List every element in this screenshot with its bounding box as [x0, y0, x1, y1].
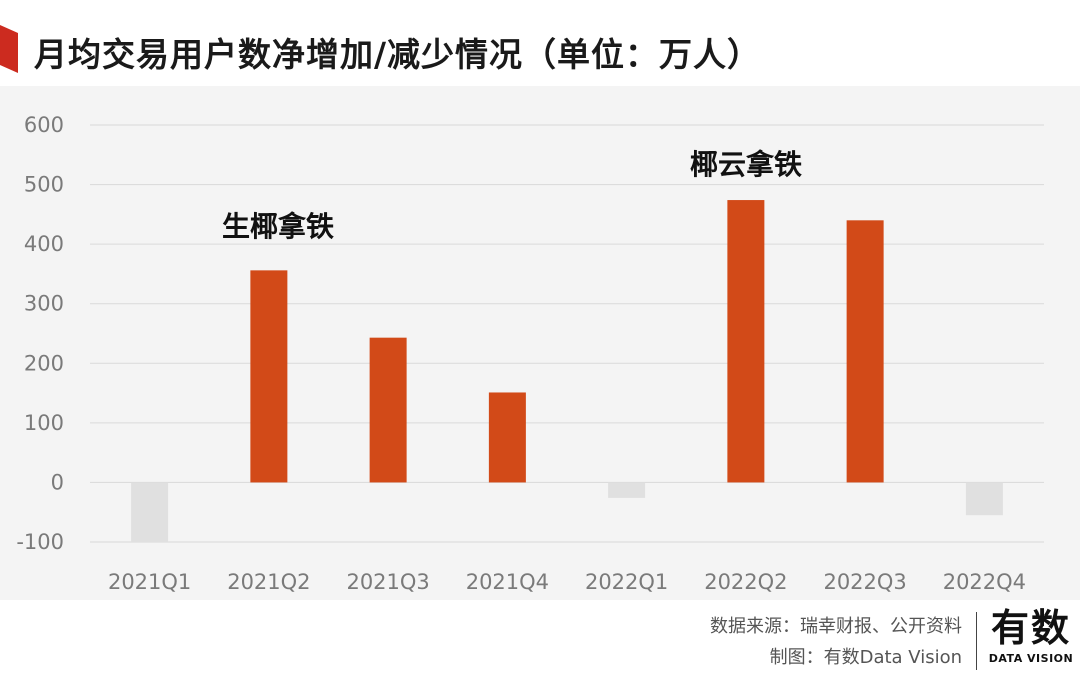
bar	[608, 482, 646, 498]
bar	[846, 220, 884, 483]
x-tick-label: 2022Q4	[943, 570, 1026, 594]
y-tick-label: 300	[24, 292, 64, 316]
bar	[131, 482, 169, 542]
chart-annotation: 椰云拿铁	[690, 148, 802, 181]
bar-chart: 600 500 400 300 200 100 0 -100 2021Q1 2021Q2 2021Q…	[16, 113, 1044, 594]
y-tick-label: 600	[24, 113, 64, 137]
y-tick-label: 0	[51, 470, 64, 494]
bar	[250, 270, 288, 483]
bar	[369, 337, 407, 483]
y-tick-label: 200	[24, 351, 64, 375]
chart-credit: 制图：有数Data Vision	[769, 647, 962, 668]
x-tick-label: 2022Q3	[823, 570, 906, 594]
y-tick-label: 100	[24, 411, 64, 435]
x-tick-label: 2021Q1	[108, 570, 191, 594]
x-tick-label: 2021Q4	[466, 570, 549, 594]
brand-logo: 有数 DATA VISION	[986, 606, 1076, 665]
y-tick-label: -100	[16, 530, 64, 554]
x-tick-label: 2022Q1	[585, 570, 668, 594]
page-title: 月均交易用户数净增加/减少情况（单位：万人）	[34, 35, 762, 74]
title-flag-icon	[0, 25, 18, 73]
x-tick-label: 2021Q3	[346, 570, 429, 594]
x-tick-label: 2022Q2	[704, 570, 787, 594]
title-bar: 月均交易用户数净增加/减少情况（单位：万人）	[0, 22, 1080, 78]
logo-subtitle: DATA VISION	[988, 652, 1074, 665]
chart-panel	[0, 86, 1080, 600]
footer-divider	[976, 612, 977, 670]
x-tick-label: 2021Q2	[227, 570, 310, 594]
y-tick-label: 500	[24, 173, 64, 197]
bar	[965, 482, 1003, 516]
bar	[488, 392, 526, 483]
logo-mark: 有数	[990, 606, 1071, 650]
y-tick-label: 400	[24, 232, 64, 256]
chart-annotation: 生椰拿铁	[222, 210, 334, 243]
data-source: 数据来源：瑞幸财报、公开资料	[710, 616, 962, 637]
bar	[727, 200, 765, 483]
